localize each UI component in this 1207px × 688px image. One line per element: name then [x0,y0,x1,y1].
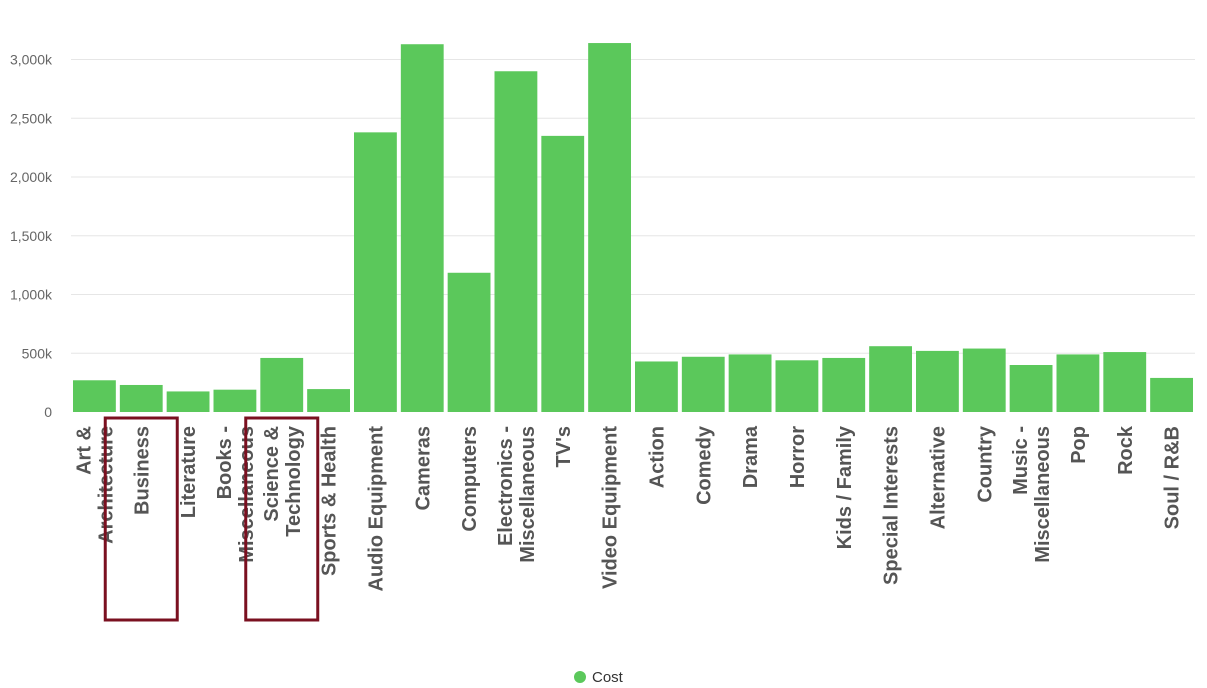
bar [307,389,350,412]
x-tick-label-line: Business [131,426,153,515]
x-tick-label-line: Technology [283,425,305,537]
y-tick-label: 500k [22,345,53,361]
x-tick-label: Horror [787,426,809,488]
bar [119,384,163,412]
y-tick-label: 1,000k [10,287,53,303]
bar [400,44,444,412]
y-axis: 0 500k 1,000k 1,500k 2,000k 2,500k 3,000k [10,52,53,421]
bar [1150,377,1193,412]
bar [213,389,257,412]
x-tick-label-line: Pop [1068,426,1090,464]
bar [962,348,1006,412]
bar [260,357,304,412]
bar [681,356,725,412]
x-axis: Art & Architecture Business Literature Books… [73,425,1183,591]
x-tick-label-line: Horror [787,426,809,488]
bar [775,360,819,412]
x-tick-label: Electronics - Miscellaneous [495,426,539,563]
x-tick-label-line: Audio Equipment [365,426,387,592]
bar [494,71,538,412]
x-tick-label: Pop [1068,426,1090,464]
x-tick-label: Business [131,426,153,515]
x-tick-label: Literature [178,426,200,518]
y-tick-label: 2,000k [10,169,53,185]
x-tick-label: Soul / R&B [1162,426,1184,529]
x-tick-label-line: Literature [178,426,200,518]
x-tick-label: Rock [1115,425,1137,475]
x-tick-label-line: Action [646,426,668,488]
x-tick-label: Drama [740,425,762,488]
x-tick-label: Audio Equipment [365,426,387,592]
x-tick-label-line: Cameras [412,426,434,511]
x-tick-label-line: Music - [1010,426,1032,495]
bar [728,354,772,412]
x-tick-label-line: Miscellaneous [517,426,539,563]
bar [447,272,491,412]
bar [588,43,631,413]
x-tick-label: Books - Miscellaneous [214,426,258,563]
bar [354,132,397,412]
highlight-box [244,416,320,622]
bar [822,357,866,412]
y-tick-label: 2,500k [10,110,53,126]
y-tick-label: 1,500k [10,228,53,244]
x-tick-label-line: Computers [459,426,481,532]
x-tick-label: Cameras [412,426,434,511]
bar [166,391,210,412]
x-tick-label-line: TV's [553,426,575,467]
highlight-boxes [103,416,320,622]
highlight-box [103,416,179,622]
x-tick-label-line: Art & [73,426,95,475]
x-tick-label: Kids / Family [834,425,856,549]
x-tick-label: Music - Miscellaneous [1010,426,1054,563]
x-tick-label-line: Country [974,425,996,503]
x-tick-label: Science & Technology [261,425,305,537]
bar [1103,352,1147,412]
x-tick-label-line: Science & [261,426,283,522]
x-tick-label-line: Miscellaneous [1032,426,1054,563]
x-tick-label: Comedy [693,425,715,505]
x-tick-label: Computers [459,426,481,532]
bar [869,346,912,412]
legend-swatch-cost [574,671,586,683]
y-tick-label: 0 [44,404,52,420]
gridlines [71,59,1195,354]
bar [73,380,116,412]
x-tick-label-line: Special Interests [881,426,903,585]
legend-label-cost: Cost [592,669,624,686]
x-tick-label-line: Books - [214,426,236,499]
bar [541,135,585,412]
x-tick-label: Art & Architecture [73,426,117,544]
legend[interactable]: Cost [574,669,624,686]
x-tick-label: Action [646,426,668,488]
x-tick-label-line: Kids / Family [834,425,856,549]
x-tick-label-line: Video Equipment [600,426,622,589]
bar [916,350,959,412]
x-tick-label-line: Drama [740,425,762,488]
bar [635,361,678,412]
x-tick-label-line: Alternative [927,426,949,529]
x-tick-label: Special Interests [881,426,903,585]
x-tick-label: TV's [553,426,575,467]
x-tick-label: Country [974,425,996,503]
x-tick-label-line: Sports & Health [319,426,341,576]
x-tick-label-line: Soul / R&B [1162,426,1184,529]
x-tick-label: Video Equipment [600,426,622,589]
x-tick-label: Alternative [927,426,949,529]
bar [1009,365,1053,412]
x-tick-label-line: Comedy [693,425,715,505]
bars [73,43,1193,413]
x-tick-label-line: Rock [1115,425,1137,475]
x-tick-label-line: Electronics - [495,426,517,546]
bar [1056,354,1100,412]
y-tick-label: 3,000k [10,52,53,68]
x-tick-label: Sports & Health [319,426,341,576]
